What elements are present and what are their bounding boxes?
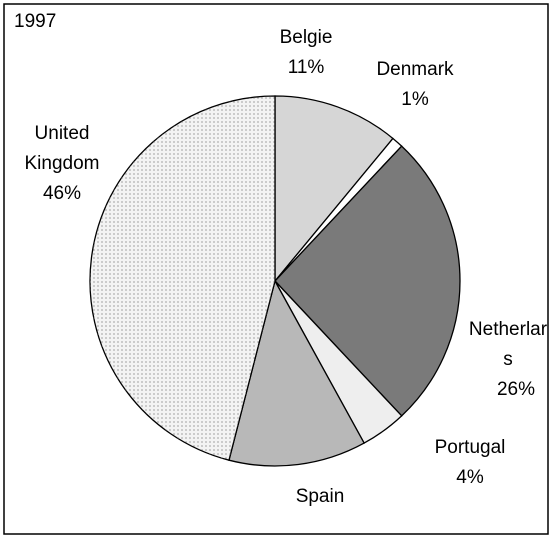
value-label: 46% [43,183,81,204]
slice-label: Netherlar s [469,319,548,370]
chart-title: 1997 [14,11,56,32]
label-line: Netherlar [469,319,548,340]
slice-texture [90,96,275,461]
value-label: 26% [497,379,535,400]
pie-slice [228,279,366,467]
value-label: 4% [456,467,484,488]
label-line: Spain [296,486,345,507]
slice-label: United Kingdom [25,123,100,174]
label-line: United [35,123,90,144]
slice-label: Portugal [435,437,506,458]
slice-label: Belgie [280,27,333,48]
label-line: Kingdom [25,153,100,174]
pie-slice [274,95,394,283]
label-line: s [503,349,513,370]
label-line: Belgie [280,27,333,48]
frame [3,3,549,535]
value-label: 11% [288,57,325,78]
slice-label: Denmark [376,59,454,80]
pie-slice [274,145,461,417]
label-line: Portugal [435,437,506,458]
value-label: 1% [401,89,429,110]
slice-label: Spain [296,486,345,507]
label-line: Denmark [376,59,454,80]
